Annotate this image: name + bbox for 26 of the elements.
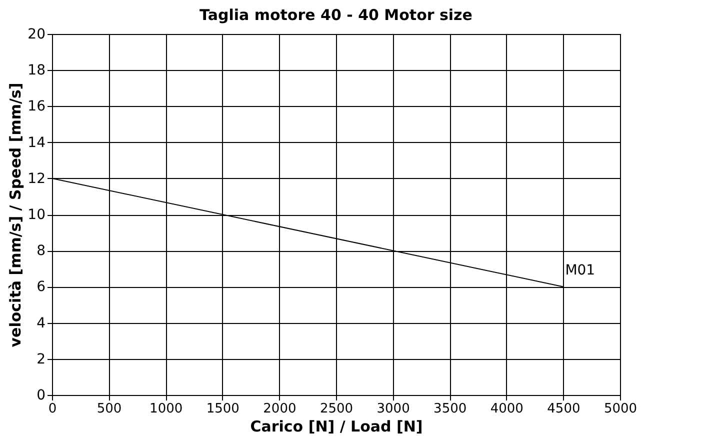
- y-tick-label: 0: [36, 388, 46, 404]
- y-tick-label: 2: [36, 351, 46, 368]
- chart-title: Taglia motore 40 - 40 Motor size: [200, 6, 472, 24]
- x-tick-label: 2500: [320, 402, 354, 416]
- y-axis-title: velocità [mm/s] / Speed [mm/s]: [6, 82, 25, 348]
- series-label: M01: [565, 262, 596, 279]
- y-tick-label: 20: [28, 26, 46, 42]
- x-axis-title: Carico [N] / Load [N]: [250, 418, 423, 436]
- y-tick-label: 12: [28, 170, 46, 187]
- y-tick-label: 8: [36, 243, 46, 260]
- y-tick-label: 10: [28, 207, 46, 223]
- y-tick-label: 18: [28, 62, 46, 79]
- x-tick-label: 500: [96, 402, 122, 416]
- y-tick-label: 14: [28, 134, 46, 151]
- x-tick-label: 1000: [150, 402, 183, 416]
- y-tick-label: 16: [28, 98, 46, 115]
- x-tick-label: 2000: [263, 402, 296, 416]
- y-tick-label: 6: [36, 279, 46, 296]
- x-tick-label: 3500: [434, 402, 467, 416]
- x-tick-label: 4500: [547, 402, 580, 416]
- x-tick-label: 3000: [376, 402, 410, 416]
- x-tick-label: 5000: [604, 402, 638, 416]
- x-tick-label: 4000: [490, 402, 524, 416]
- x-tick-label: 1500: [206, 402, 240, 416]
- x-tick-label: 0: [48, 402, 57, 416]
- y-tick-label: 4: [36, 315, 46, 332]
